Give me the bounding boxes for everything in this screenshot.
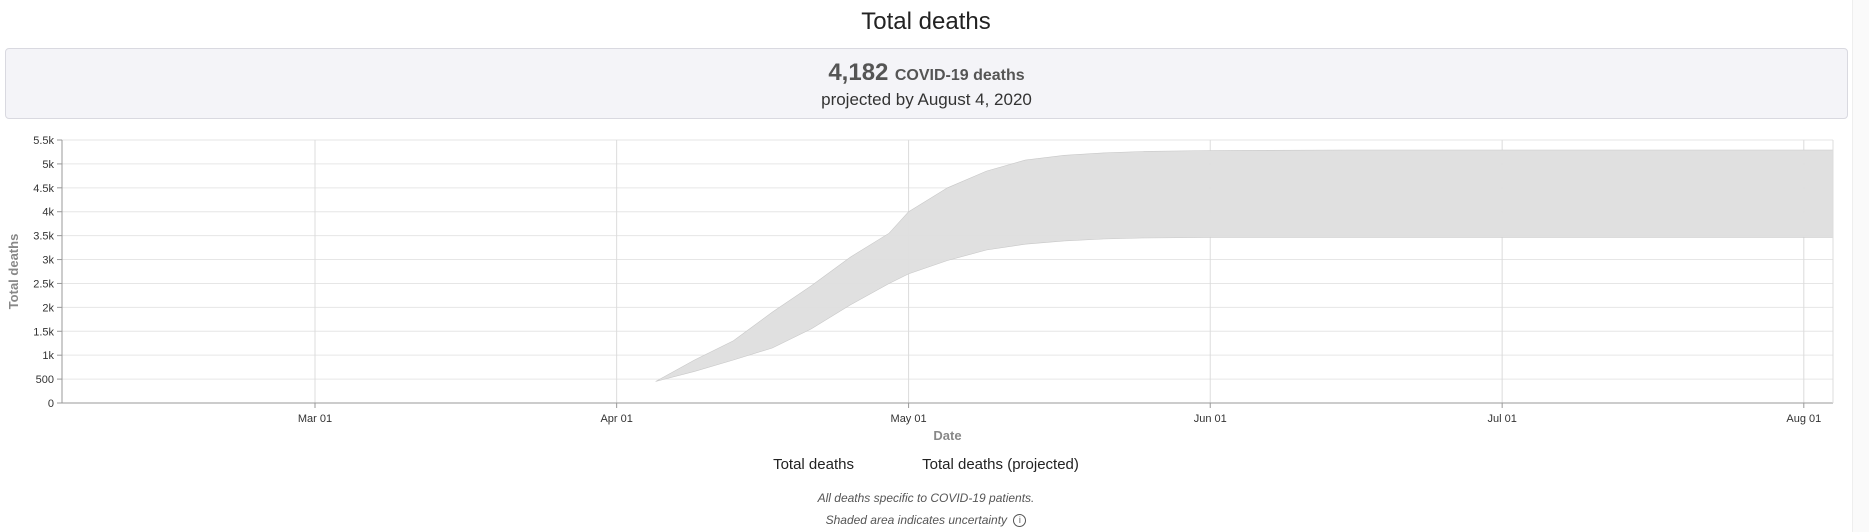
x-tick-label: Jun 01: [1194, 413, 1227, 425]
y-axis-title: Total deaths: [6, 234, 21, 310]
chart-notes: All deaths specific to COVID-19 patients…: [0, 487, 1852, 531]
summary-unit: COVID-19 deaths: [894, 67, 1025, 84]
x-tick-label: May 01: [891, 413, 927, 425]
note-uncertainty-text: Shaded area indicates uncertainty: [825, 513, 1008, 527]
y-tick-label: 0: [48, 398, 54, 410]
y-tick-label: 4.5k: [33, 183, 54, 195]
note-uncertainty: Shaded area indicates uncertainty i: [0, 509, 1852, 531]
y-tick-label: 2.5k: [33, 278, 54, 290]
legend-item-projected[interactable]: Total deaths (projected): [922, 456, 1079, 473]
y-tick-label: 4k: [42, 207, 54, 219]
y-tick-label: 5k: [42, 159, 54, 171]
uncertainty-band: [655, 149, 1834, 382]
summary-projection: projected by August 4, 2020: [821, 90, 1032, 109]
x-tick-label: Mar 01: [298, 413, 332, 425]
y-tick-label: 1k: [42, 350, 54, 362]
legend-item-total-deaths[interactable]: Total deaths: [773, 456, 854, 473]
summary-headline: 4,182 COVID-19 deaths: [6, 59, 1847, 87]
x-tick-label: Aug 01: [1786, 413, 1821, 425]
note-deaths-definition: All deaths specific to COVID-19 patients…: [817, 491, 1035, 505]
page-scrollbar[interactable]: [1852, 0, 1869, 532]
y-tick-label: 500: [36, 374, 54, 386]
y-tick-label: 3k: [42, 255, 54, 267]
y-tick-label: 2k: [42, 302, 54, 314]
x-tick-label: Apr 01: [600, 413, 632, 425]
y-tick-label: 3.5k: [33, 231, 54, 243]
x-axis-title: Date: [933, 428, 961, 443]
y-tick-label: 5.5k: [33, 135, 54, 147]
info-icon[interactable]: i: [1013, 514, 1027, 528]
y-tick-label: 1.5k: [33, 326, 54, 338]
chart-title: Total deaths: [861, 8, 991, 35]
chart-legend: Total deaths Total deaths (projected): [0, 456, 1852, 473]
x-tick-label: Jul 01: [1487, 413, 1516, 425]
deaths-chart[interactable]: 0 500 1k 1.5k 2k 2.5k 3k 3.5k 4k 4.5k 5k 5.5k Mar 01…: [0, 125, 1852, 455]
summary-number: 4,182: [828, 59, 889, 86]
summary-panel: 4,182 COVID-19 deaths projected by Augus…: [5, 48, 1848, 119]
